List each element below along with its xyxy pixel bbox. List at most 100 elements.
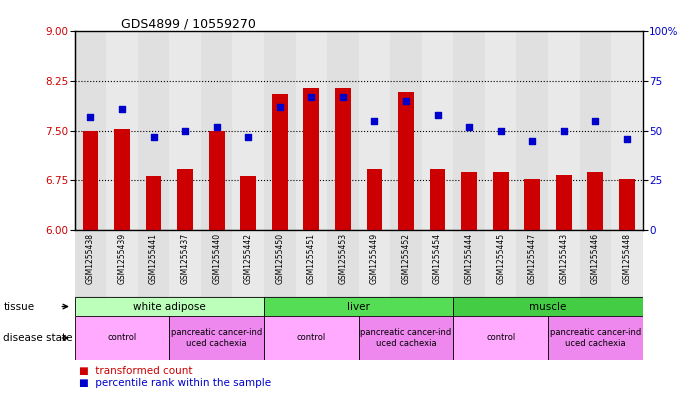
Bar <box>366 169 382 230</box>
Bar <box>611 31 643 230</box>
Bar <box>422 230 453 297</box>
Point <box>464 123 475 130</box>
Bar <box>327 31 359 230</box>
Point <box>621 136 632 142</box>
Bar <box>453 316 548 360</box>
Point <box>527 138 538 144</box>
Point <box>180 127 191 134</box>
Point <box>85 114 96 120</box>
Text: GSM1255454: GSM1255454 <box>433 233 442 285</box>
Bar <box>398 92 414 230</box>
Text: GSM1255450: GSM1255450 <box>275 233 284 285</box>
Text: GSM1255438: GSM1255438 <box>86 233 95 284</box>
Bar <box>209 130 225 230</box>
Bar <box>587 172 603 230</box>
Bar <box>359 316 453 360</box>
Bar <box>390 31 422 230</box>
Text: muscle: muscle <box>529 301 567 312</box>
Text: GSM1255441: GSM1255441 <box>149 233 158 284</box>
Bar <box>516 230 548 297</box>
Bar <box>516 31 548 230</box>
Bar <box>264 316 359 360</box>
Bar <box>453 230 485 297</box>
Text: ■  percentile rank within the sample: ■ percentile rank within the sample <box>79 378 272 388</box>
Bar <box>422 31 453 230</box>
Bar <box>548 316 643 360</box>
Bar <box>75 31 106 230</box>
Point <box>495 127 506 134</box>
Text: control: control <box>107 334 137 342</box>
Text: GSM1255447: GSM1255447 <box>528 233 537 285</box>
Text: GSM1255446: GSM1255446 <box>591 233 600 285</box>
Text: GSM1255451: GSM1255451 <box>307 233 316 284</box>
Bar <box>485 31 516 230</box>
Bar <box>619 179 635 230</box>
Text: ■  transformed count: ■ transformed count <box>79 366 193 376</box>
Point <box>243 134 254 140</box>
Point <box>211 123 222 130</box>
Bar <box>485 230 516 297</box>
Text: tissue: tissue <box>3 301 35 312</box>
Bar <box>201 31 232 230</box>
Bar <box>169 316 264 360</box>
Text: GSM1255444: GSM1255444 <box>464 233 473 285</box>
Bar <box>232 31 264 230</box>
Bar <box>169 230 201 297</box>
Bar <box>359 31 390 230</box>
Bar <box>461 172 477 230</box>
Bar <box>611 230 643 297</box>
Bar <box>327 230 359 297</box>
Bar <box>138 230 169 297</box>
Bar <box>138 31 169 230</box>
Bar <box>548 31 580 230</box>
Bar <box>296 31 327 230</box>
Bar <box>303 88 319 230</box>
Bar <box>556 175 571 230</box>
Text: disease state: disease state <box>3 333 73 343</box>
Bar <box>296 230 327 297</box>
Point <box>432 112 443 118</box>
Bar <box>390 230 422 297</box>
Point <box>337 94 348 100</box>
Text: GSM1255448: GSM1255448 <box>623 233 632 284</box>
Bar <box>240 176 256 230</box>
Bar <box>264 230 296 297</box>
Bar <box>201 230 232 297</box>
Text: GSM1255442: GSM1255442 <box>244 233 253 284</box>
Bar <box>75 297 264 316</box>
Bar <box>493 172 509 230</box>
Bar <box>264 297 453 316</box>
Bar <box>272 94 287 230</box>
Text: pancreatic cancer-ind
uced cachexia: pancreatic cancer-ind uced cachexia <box>360 328 452 348</box>
Bar <box>146 176 162 230</box>
Text: pancreatic cancer-ind
uced cachexia: pancreatic cancer-ind uced cachexia <box>549 328 641 348</box>
Bar <box>453 297 643 316</box>
Text: GDS4899 / 10559270: GDS4899 / 10559270 <box>121 18 256 31</box>
Bar <box>106 31 138 230</box>
Bar <box>114 129 130 230</box>
Bar <box>580 230 611 297</box>
Bar <box>75 316 169 360</box>
Point <box>274 104 285 110</box>
Bar <box>580 31 611 230</box>
Text: GSM1255443: GSM1255443 <box>559 233 568 285</box>
Text: GSM1255453: GSM1255453 <box>339 233 348 285</box>
Bar <box>232 230 264 297</box>
Point <box>558 127 569 134</box>
Text: GSM1255445: GSM1255445 <box>496 233 505 285</box>
Bar <box>548 230 580 297</box>
Text: GSM1255437: GSM1255437 <box>180 233 189 285</box>
Bar <box>169 31 201 230</box>
Bar <box>82 130 98 230</box>
Point <box>305 94 316 100</box>
Bar <box>335 88 351 230</box>
Bar <box>75 230 106 297</box>
Text: GSM1255440: GSM1255440 <box>212 233 221 285</box>
Bar <box>430 169 446 230</box>
Point <box>369 118 380 124</box>
Bar <box>106 230 138 297</box>
Bar <box>453 31 485 230</box>
Text: pancreatic cancer-ind
uced cachexia: pancreatic cancer-ind uced cachexia <box>171 328 263 348</box>
Point <box>589 118 600 124</box>
Text: control: control <box>296 334 326 342</box>
